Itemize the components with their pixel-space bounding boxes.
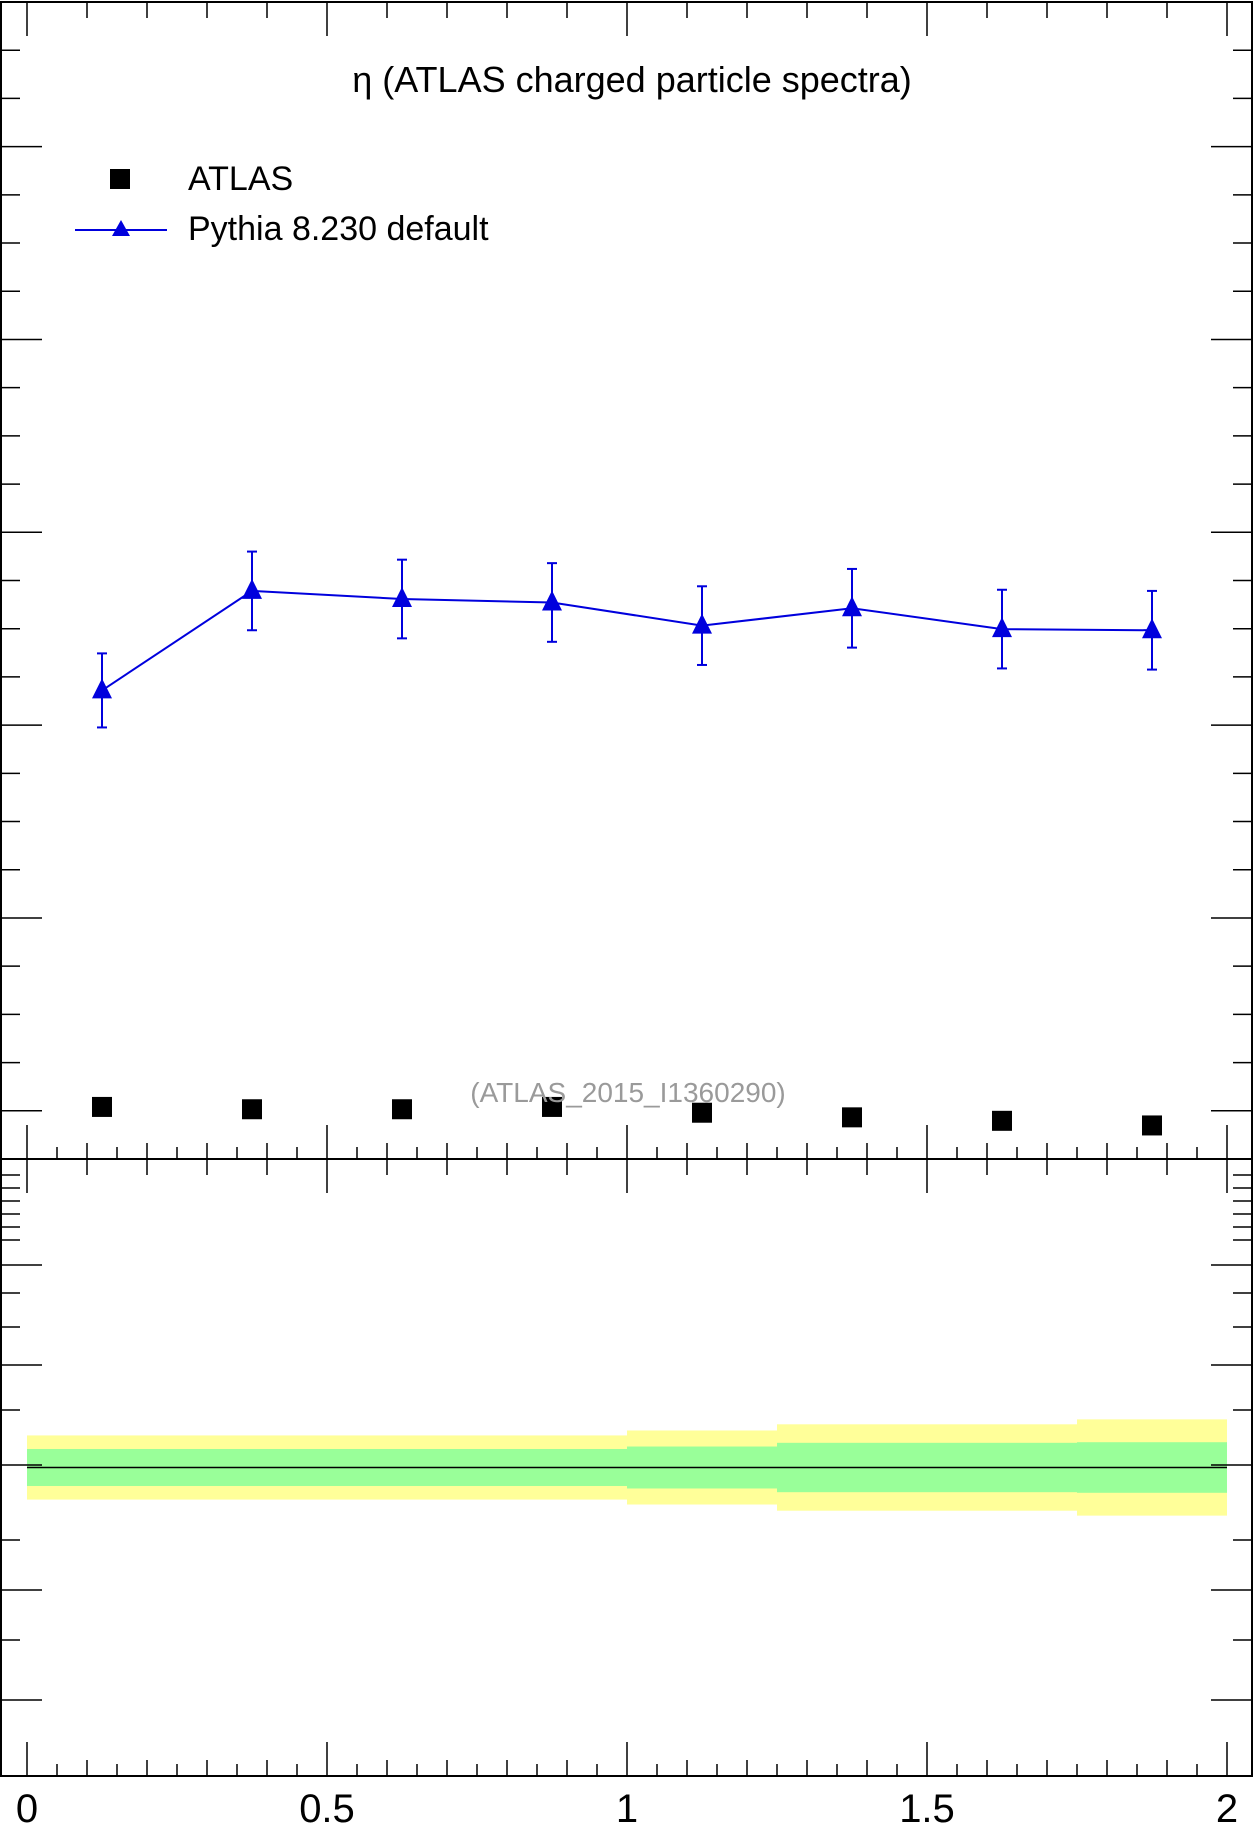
data-point-atlas — [1142, 1115, 1162, 1136]
data-point-atlas — [842, 1107, 862, 1128]
chart-title: η (ATLAS charged particle spectra) — [352, 59, 912, 100]
ratio-panel-frame — [0, 1158, 1253, 1777]
data-point-pythia — [1142, 618, 1162, 639]
data-point-pythia — [242, 578, 262, 599]
data-point-pythia — [692, 613, 712, 634]
data-point-atlas — [392, 1099, 412, 1120]
data-point-atlas — [992, 1110, 1012, 1131]
series-line — [101, 589, 1153, 692]
data-point-pythia — [92, 678, 112, 699]
x-tick-label: 0 — [16, 1787, 38, 1829]
data-point-pythia — [392, 587, 412, 608]
x-tick-label: 2 — [1216, 1787, 1238, 1829]
data-point-atlas — [242, 1099, 262, 1120]
x-tick-labels: 0 0.5 1 1.5 2 — [16, 1787, 1238, 1829]
x-tick-label: 1 — [616, 1787, 638, 1829]
data-point-pythia — [542, 590, 562, 611]
data-point-atlas — [542, 1096, 562, 1117]
data-point-atlas — [92, 1096, 112, 1117]
legend-atlas-marker — [110, 169, 130, 189]
reference-label: (ATLAS_2015_I1360290) — [470, 1077, 786, 1108]
legend-pythia-label: Pythia 8.230 default — [188, 210, 489, 248]
data-point-pythia — [992, 617, 1012, 638]
x-tick-label: 1.5 — [899, 1787, 955, 1829]
data-point-pythia — [842, 596, 862, 617]
data-point-atlas — [692, 1102, 712, 1123]
series-layer — [92, 550, 1162, 1136]
legend-atlas-label: ATLAS — [188, 160, 293, 198]
x-tick-label: 0.5 — [299, 1787, 355, 1829]
legend: ATLAS Pythia 8.230 default — [75, 160, 489, 248]
axis-ticks — [0, 1, 1253, 1776]
legend-pythia-marker — [112, 220, 130, 236]
